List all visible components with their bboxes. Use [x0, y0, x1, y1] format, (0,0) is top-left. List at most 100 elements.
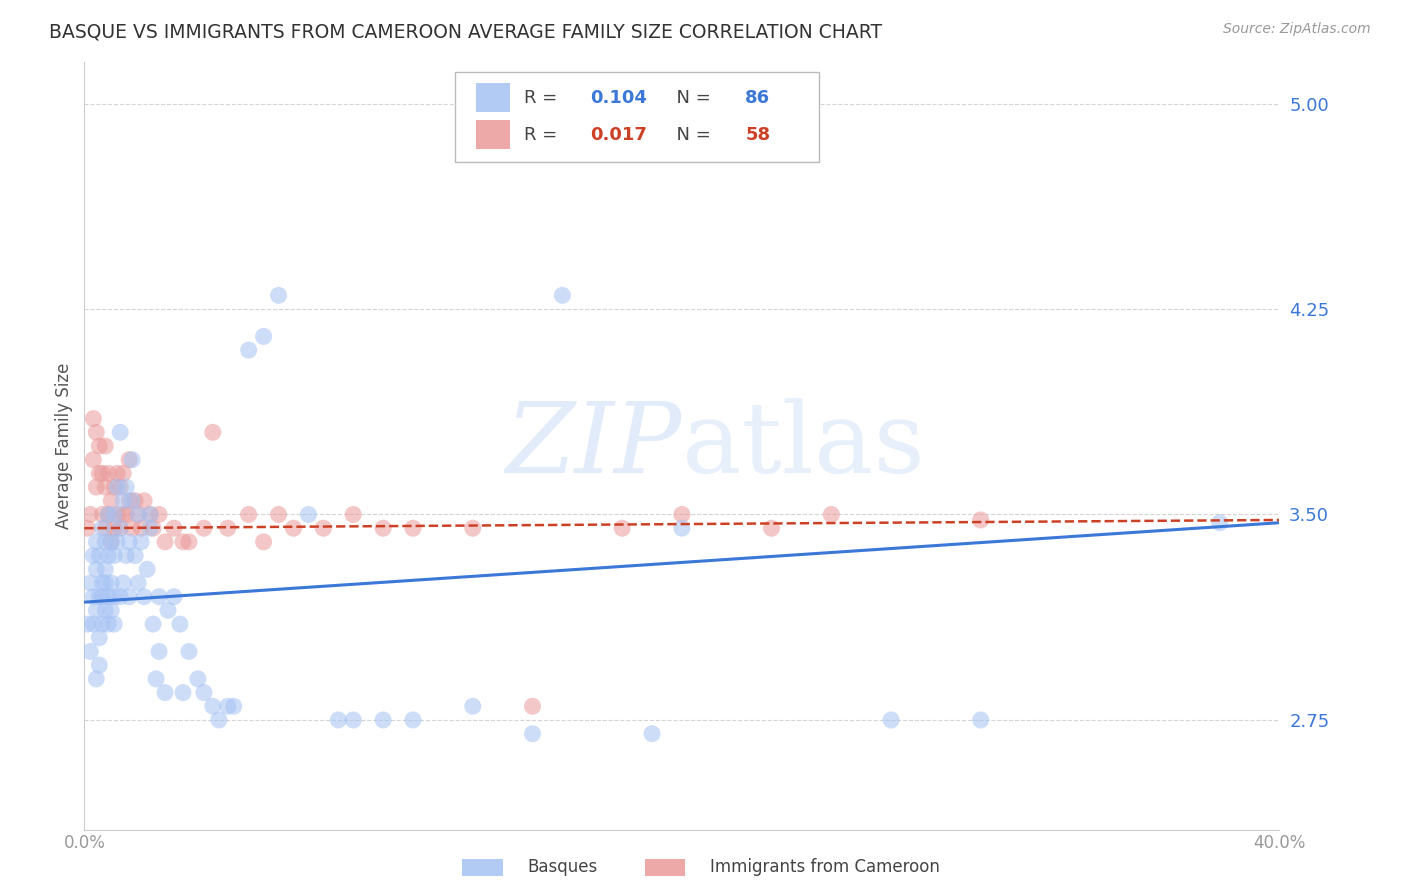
Point: [522, 726, 544, 740]
Point: [222, 699, 245, 714]
Point: [112, 576, 135, 591]
Point: [103, 480, 125, 494]
Point: [373, 713, 395, 727]
Point: [94, 562, 117, 576]
Text: R =: R =: [524, 126, 564, 144]
Point: [267, 288, 290, 302]
Point: [145, 672, 167, 686]
Point: [115, 480, 138, 494]
Point: [94, 603, 117, 617]
Point: [157, 603, 180, 617]
Point: [86, 603, 108, 617]
Point: [103, 521, 125, 535]
Point: [89, 658, 111, 673]
Point: [177, 644, 200, 658]
Point: [172, 535, 194, 549]
Bar: [477, 83, 510, 112]
Point: [238, 508, 260, 522]
Point: [880, 713, 903, 727]
Point: [100, 535, 122, 549]
Point: [91, 576, 114, 591]
Point: [82, 590, 104, 604]
Point: [402, 713, 425, 727]
Text: 58: 58: [745, 126, 770, 144]
Point: [132, 590, 156, 604]
Point: [148, 644, 170, 658]
Point: [82, 617, 104, 632]
Point: [118, 535, 141, 549]
Point: [121, 521, 143, 535]
Point: [172, 685, 194, 699]
Point: [100, 493, 122, 508]
Point: [97, 549, 120, 563]
Point: [79, 576, 101, 591]
Point: [153, 685, 176, 699]
Point: [79, 508, 101, 522]
Point: [136, 562, 159, 576]
Point: [118, 452, 141, 467]
Point: [139, 508, 162, 522]
Point: [461, 521, 484, 535]
Point: [82, 411, 104, 425]
Point: [89, 590, 111, 604]
Point: [110, 590, 132, 604]
Point: [169, 617, 191, 632]
Point: [105, 480, 128, 494]
Point: [129, 521, 152, 535]
Point: [110, 521, 132, 535]
Point: [97, 617, 120, 632]
Point: [82, 452, 104, 467]
Point: [112, 508, 135, 522]
Point: [201, 699, 224, 714]
Point: [217, 699, 239, 714]
Point: [148, 508, 170, 522]
Text: N =: N =: [665, 126, 717, 144]
Point: [121, 493, 143, 508]
Point: [208, 713, 231, 727]
Point: [105, 467, 128, 481]
Point: [124, 549, 146, 563]
Point: [139, 508, 162, 522]
Text: Source: ZipAtlas.com: Source: ZipAtlas.com: [1223, 22, 1371, 37]
Text: atlas: atlas: [682, 398, 925, 494]
Point: [522, 699, 544, 714]
Point: [612, 521, 634, 535]
Point: [970, 513, 993, 527]
Point: [970, 713, 993, 727]
Point: [238, 343, 260, 358]
Point: [97, 590, 120, 604]
Point: [91, 590, 114, 604]
Point: [820, 508, 842, 522]
Point: [91, 467, 114, 481]
Bar: [645, 858, 685, 876]
Point: [86, 535, 108, 549]
Point: [94, 576, 117, 591]
Point: [76, 521, 98, 535]
Point: [100, 603, 122, 617]
Point: [103, 617, 125, 632]
Point: [100, 576, 122, 591]
Point: [118, 493, 141, 508]
Point: [86, 425, 108, 440]
Point: [253, 535, 276, 549]
Point: [94, 535, 117, 549]
Point: [94, 480, 117, 494]
Text: R =: R =: [524, 88, 564, 107]
Bar: [477, 120, 510, 149]
Point: [89, 439, 111, 453]
Text: BASQUE VS IMMIGRANTS FROM CAMEROON AVERAGE FAMILY SIZE CORRELATION CHART: BASQUE VS IMMIGRANTS FROM CAMEROON AVERA…: [49, 22, 883, 41]
Point: [86, 672, 108, 686]
Text: Immigrants from Cameroon: Immigrants from Cameroon: [710, 858, 939, 876]
Point: [89, 549, 111, 563]
Text: 0.104: 0.104: [591, 88, 647, 107]
Point: [163, 521, 186, 535]
Point: [297, 508, 319, 522]
Point: [761, 521, 783, 535]
FancyBboxPatch shape: [456, 71, 820, 162]
Point: [115, 549, 138, 563]
Point: [373, 521, 395, 535]
Point: [112, 493, 135, 508]
Point: [86, 562, 108, 576]
Point: [110, 425, 132, 440]
Text: 0.017: 0.017: [591, 126, 647, 144]
